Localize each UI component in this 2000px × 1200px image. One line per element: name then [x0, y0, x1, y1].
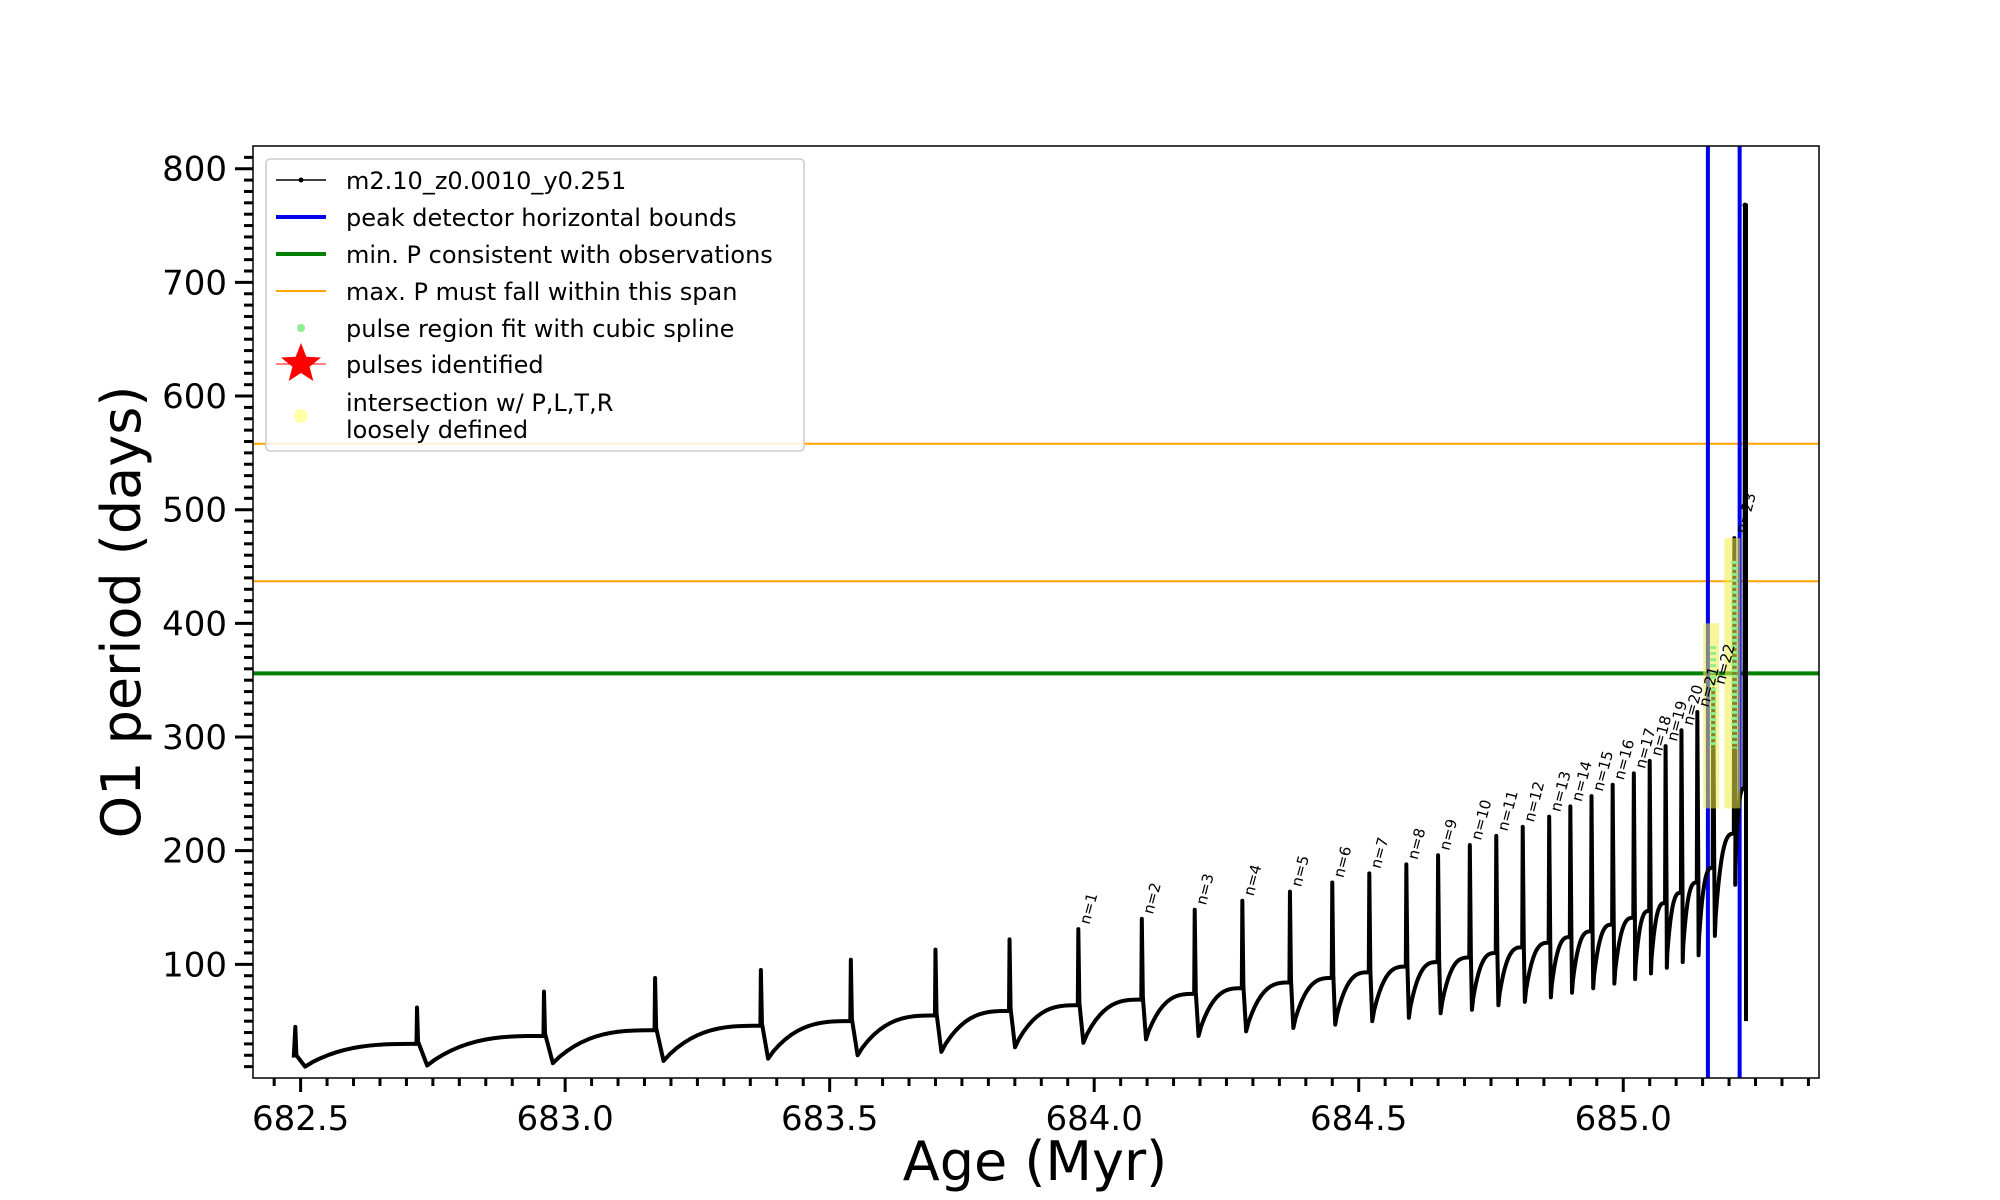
x-tick-label: 685.0 — [1575, 1099, 1672, 1139]
y-tick-label: 400 — [162, 604, 227, 644]
legend-label: peak detector horizontal bounds — [346, 204, 737, 232]
legend-label: pulse region fit with cubic spline — [346, 315, 734, 343]
pulse-number-label: n=10 — [1467, 798, 1495, 842]
y-tick-label: 500 — [162, 491, 227, 531]
pulse-number-label: n=9 — [1436, 817, 1462, 852]
legend-swatch-dot — [297, 324, 305, 332]
series-layer — [291, 202, 1748, 1069]
pulse-number-label: n=12 — [1520, 779, 1548, 823]
pulse-number-label: n=7 — [1367, 835, 1393, 870]
legend-label: max. P must fall within this span — [346, 278, 737, 306]
legend-label: loosely defined — [346, 416, 528, 444]
legend-swatch-star — [281, 343, 321, 381]
pulse-number-label: n=8 — [1404, 826, 1430, 861]
x-tick-label: 684.0 — [1046, 1099, 1143, 1139]
y-axis-title: O1 period (days) — [90, 386, 153, 839]
x-tick-label: 683.5 — [781, 1099, 878, 1139]
pulse-number-label: n=4 — [1240, 863, 1266, 898]
x-axis-title: Age (Myr) — [903, 1130, 1168, 1193]
pulse-number-label: n=5 — [1287, 853, 1313, 888]
pulse-number-label: n=11 — [1494, 789, 1522, 833]
y-tick-label: 200 — [162, 832, 227, 872]
legend-label: intersection w/ P,L,T,R — [346, 389, 613, 417]
series-end-marker — [1742, 202, 1748, 208]
pulse-labels: n=1 n=2 n=3 n=4 n=5 n=6 n=7 n=8 n=9 n=10n=11n=12 n… — [1076, 491, 1760, 926]
x-tick-label: 684.5 — [1310, 1099, 1407, 1139]
legend-label: pulses identified — [346, 351, 544, 379]
tick-layer: 682.5 683.0 683.5 684.0 684.5 685.0 100 200 300 4… — [162, 150, 1810, 1139]
y-tick-label: 600 — [162, 377, 227, 417]
series-line — [291, 203, 1748, 1069]
legend-label: m2.10_z0.0010_y0.251 — [346, 167, 626, 195]
pulse-number-label: n=23 — [1732, 491, 1760, 535]
legend-swatch-dot — [294, 409, 308, 423]
y-tick-label: 300 — [162, 718, 227, 758]
legend-box — [265, 158, 805, 452]
pulse-number-label: n=2 — [1139, 881, 1165, 916]
y-tick-label: 700 — [162, 263, 227, 303]
x-tick-label: 683.0 — [516, 1099, 613, 1139]
highlight-layer — [1703, 538, 1741, 809]
loose-intersection-band — [1703, 623, 1720, 809]
pulse-number-label: n=3 — [1192, 872, 1218, 907]
legend-swatch-marker — [298, 177, 304, 183]
y-tick-label: 800 — [162, 150, 227, 190]
pulse-number-label: n=1 — [1076, 891, 1102, 926]
pulse-number-label: n=6 — [1330, 844, 1356, 879]
y-tick-label: 100 — [162, 945, 227, 985]
x-tick-label: 682.5 — [252, 1099, 349, 1139]
legend-label: min. P consistent with observations — [346, 241, 773, 269]
